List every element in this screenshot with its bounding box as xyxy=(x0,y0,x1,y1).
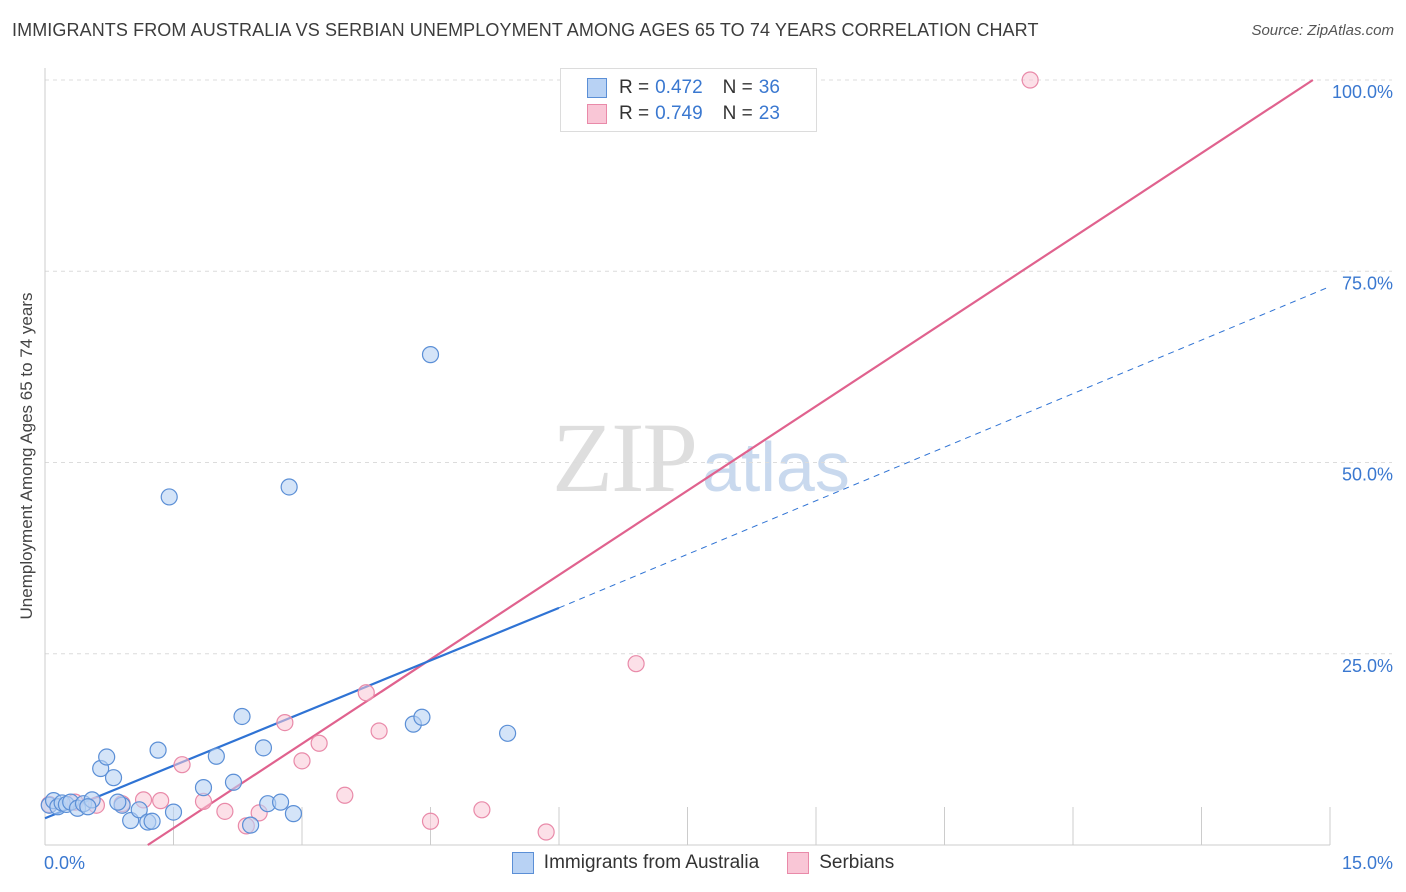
australia-point xyxy=(79,798,97,816)
australia-point xyxy=(104,769,123,787)
australia-point xyxy=(280,478,298,496)
x-tick-label: 15.0% xyxy=(1342,853,1393,873)
australia-point xyxy=(499,724,517,742)
australia-point xyxy=(207,747,225,765)
serbians-point xyxy=(276,713,294,732)
trend-lines xyxy=(44,79,1331,846)
serbians-point xyxy=(216,802,234,820)
serbians-point xyxy=(293,752,311,770)
source-label: Source: ZipAtlas.com xyxy=(1251,22,1394,39)
legend-row-serbians: R = 0.749 N = 23 xyxy=(587,102,780,126)
legend-item-serbians[interactable]: Serbians xyxy=(787,852,894,874)
serbians-point xyxy=(336,786,354,804)
axes xyxy=(44,68,1331,846)
correlation-legend: R = 0.472 N = 36 R = 0.749 N = 23 xyxy=(560,68,817,132)
legend-n-label: N = xyxy=(722,103,753,124)
serbians-point xyxy=(1021,71,1039,89)
legend-label-serbians: Serbians xyxy=(819,852,895,873)
australia-point xyxy=(413,708,431,726)
australia-point xyxy=(164,803,183,821)
serbians-point xyxy=(421,812,440,830)
legend-item-australia[interactable]: Immigrants from Australia xyxy=(511,852,760,874)
x-tick-label: 0.0% xyxy=(44,853,85,873)
australia-point xyxy=(284,805,303,823)
australia-point xyxy=(421,346,440,364)
serbians-point xyxy=(537,823,555,841)
legend-n-label: N = xyxy=(722,77,753,98)
legend-swatch-serbians xyxy=(587,104,607,124)
y-tick-label: 25.0% xyxy=(1342,656,1393,676)
tick-labels: 100.0% 75.0% 50.0% 25.0% 0.0% 15.0% xyxy=(44,82,1393,873)
y-tick-label: 100.0% xyxy=(1332,82,1393,102)
serbians-point xyxy=(627,655,645,673)
australia-point xyxy=(149,741,167,759)
australia-point xyxy=(254,739,273,757)
serbians-point xyxy=(173,756,191,774)
australia-point xyxy=(233,707,251,726)
serbians-point xyxy=(152,792,170,810)
y-axis-label: Unemployment Among Ages 65 to 74 years xyxy=(17,292,36,620)
serbians-point xyxy=(310,734,328,752)
grid-lines xyxy=(45,79,1392,655)
australia-point xyxy=(194,779,213,797)
serbians-point xyxy=(370,722,388,740)
australia-point xyxy=(98,748,116,766)
australia-point xyxy=(242,816,260,834)
legend-swatch-australia xyxy=(511,852,534,874)
australia-point xyxy=(109,793,127,811)
serbians-trend-line xyxy=(147,79,1314,846)
serbians-point xyxy=(473,801,491,819)
chart-title: IMMIGRANTS FROM AUSTRALIA VS SERBIAN UNE… xyxy=(12,20,1039,40)
legend-r-value: 0.749 xyxy=(655,103,703,124)
legend-n-value: 36 xyxy=(758,77,780,98)
australia-point xyxy=(130,801,148,819)
y-tick-label: 50.0% xyxy=(1342,465,1393,485)
australia-point xyxy=(143,812,161,830)
legend-swatch-serbians xyxy=(787,852,810,874)
legend-r-label: R = xyxy=(619,103,650,124)
australia-point xyxy=(224,773,243,791)
legend-r-value: 0.472 xyxy=(655,77,703,98)
legend-swatch-australia xyxy=(587,78,607,98)
australia-point xyxy=(271,793,290,811)
australia-point xyxy=(160,488,178,506)
australia-trend-line xyxy=(44,606,560,820)
australia-trend-extension xyxy=(558,286,1331,609)
data-points xyxy=(40,71,1039,841)
legend-label-australia: Immigrants from Australia xyxy=(543,852,760,873)
serbians-point xyxy=(357,684,375,702)
legend-r-label: R = xyxy=(619,77,650,98)
y-tick-label: 75.0% xyxy=(1342,273,1393,293)
series-legend: Immigrants from Australia Serbians xyxy=(0,852,1406,874)
legend-row-australia: R = 0.472 N = 36 xyxy=(587,76,780,100)
legend-n-value: 23 xyxy=(758,103,780,124)
